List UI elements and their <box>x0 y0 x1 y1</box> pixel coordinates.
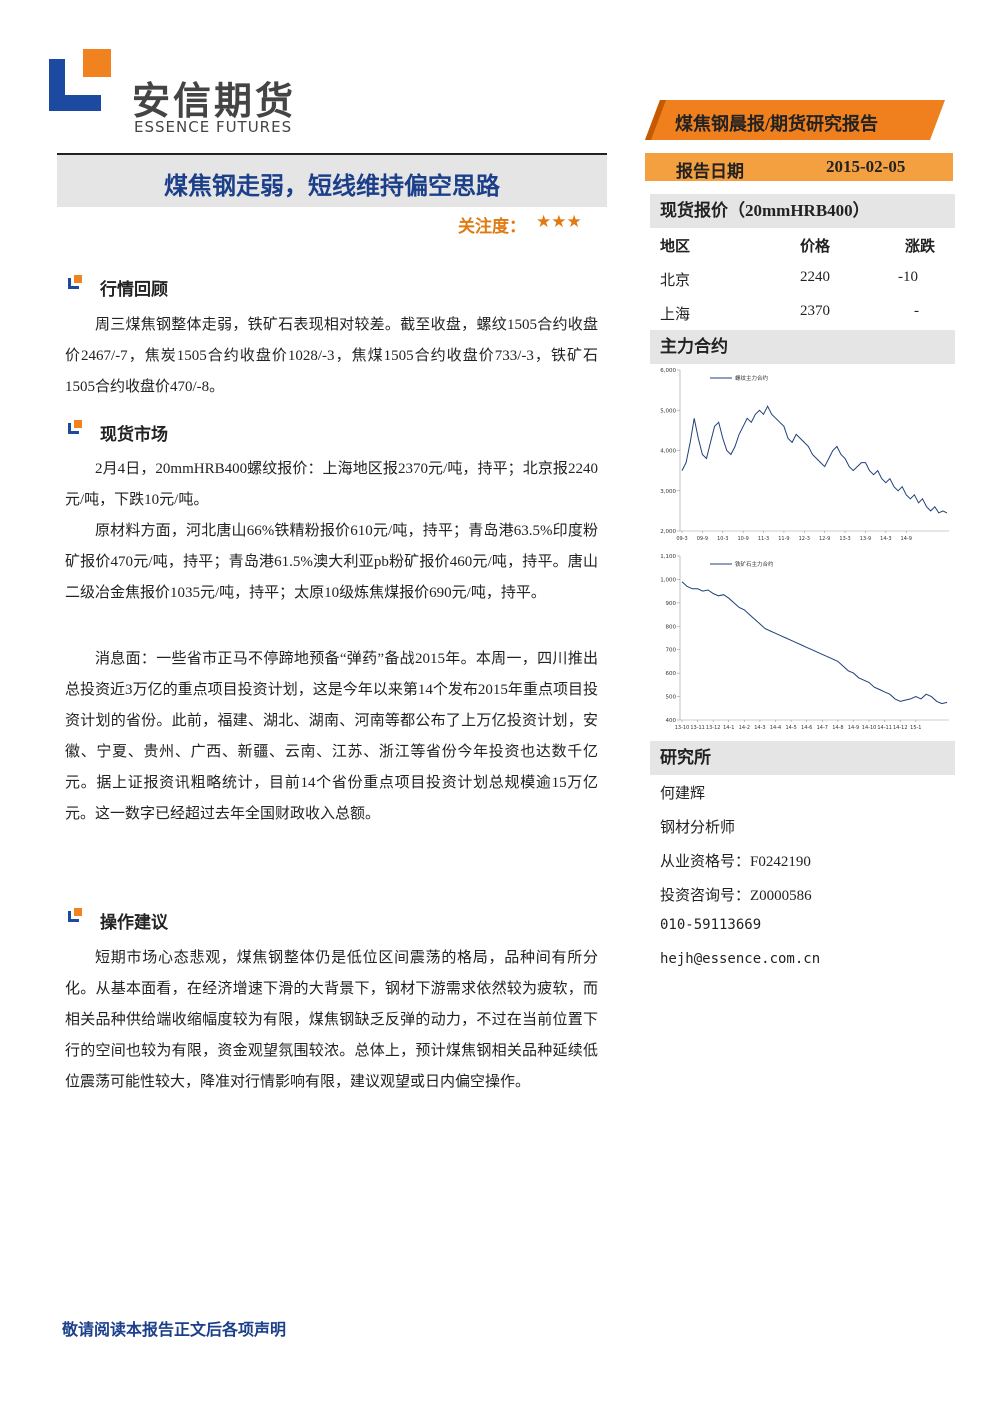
paragraph: 周三煤焦钢整体走弱，铁矿石表现相对较差。截至收盘，螺纹1505合约收盘价2467… <box>65 317 598 395</box>
contact-line: 投资咨询号：Z0000586 <box>660 888 812 904</box>
line <box>681 581 948 705</box>
contact-line: 从业资格号：F0242190 <box>660 854 811 870</box>
x-tick-label: 14-7 <box>817 725 828 731</box>
y-tick-label: 1,000 <box>660 577 676 583</box>
section-heading: 现货市场 <box>100 425 168 444</box>
x-tick-label: 15-1 <box>910 725 921 731</box>
x-tick-label: 11-9 <box>778 536 789 542</box>
section-icon <box>68 908 82 922</box>
y-tick-label: 4,000 <box>660 449 676 455</box>
paragraph: 2月4日，20mmHRB400螺纹报价：上海地区报2370元/吨，持平；北京报2… <box>65 461 598 508</box>
x-tick-label: 14-12 <box>893 725 908 731</box>
y-tick-label: 800 <box>666 624 677 630</box>
y-tick-label: 2,000 <box>660 529 676 535</box>
paragraph: 原材料方面，河北唐山66%铁精粉报价610元/吨，持平；青岛港63.5%印度粉矿… <box>65 523 598 601</box>
chart: 2,000 3,000 4,000 5,000 6,000 09-3 09-9 10-3 10-… <box>660 368 949 542</box>
logo-mark <box>49 49 111 111</box>
y-tick-label: 3,000 <box>660 489 676 495</box>
date-label: 报告日期 <box>676 162 744 181</box>
x-tick-label: 14-3 <box>880 536 891 542</box>
x-tick-label: 14-4 <box>770 725 781 731</box>
paragraph: 消息面：一些省市正马不停蹄地预备“弹药”备战2015年。本周一，四川推出总投资近… <box>65 651 598 822</box>
contact-line: 钢材分析师 <box>660 820 736 836</box>
x-tick-label: 14-10 <box>862 725 877 731</box>
table-cell: 2370 <box>800 303 830 319</box>
attention-stars: ★★★ <box>536 212 582 231</box>
x-tick-label: 13-3 <box>839 536 850 542</box>
y-tick-label: 5,000 <box>660 408 676 414</box>
x-tick-label: 14-9 <box>848 725 859 731</box>
x-tick-label: 11-3 <box>758 536 769 542</box>
banner <box>645 100 945 140</box>
report-type: 煤焦钢晨报/期货研究报告 <box>675 114 878 134</box>
x-tick-label: 14-6 <box>801 725 812 731</box>
x-tick-label: 14-9 <box>901 536 912 542</box>
x-tick-label: 09-9 <box>697 536 708 542</box>
section-heading: 行情回顾 <box>100 280 168 299</box>
paragraph: 短期市场心态悲观，煤焦钢整体仍是低位区间震荡的格局，品种间有所分化。从基本面看，… <box>65 950 598 1090</box>
y-tick-label: 600 <box>666 671 677 677</box>
x-tick-label: 13-12 <box>706 725 721 731</box>
y-tick-label: 500 <box>666 695 677 701</box>
x-tick-label: 13-9 <box>860 536 871 542</box>
x-tick-label: 14-2 <box>739 725 750 731</box>
table-header: 价格 <box>800 239 831 255</box>
table-cell: 上海 <box>660 307 691 323</box>
table-cell: -10 <box>898 269 918 285</box>
x-tick-label: 10-3 <box>717 536 728 542</box>
contact-line: 010-59113669 <box>660 917 762 933</box>
x-tick-label: 12-9 <box>819 536 830 542</box>
section-icon <box>68 275 82 289</box>
table-cell: - <box>914 303 919 319</box>
main-title: 煤焦钢走弱，短线维持偏空思路 <box>164 174 500 200</box>
x-tick-label: 14-3 <box>754 725 765 731</box>
chart: 400 500 600 700 800 900 1,000 1,100 13-10 13-11 13… <box>660 554 949 731</box>
table-header: 地区 <box>660 239 691 255</box>
section-heading: 操作建议 <box>100 913 168 932</box>
title-bar <box>57 153 607 207</box>
x-tick-label: 14-5 <box>785 725 796 731</box>
table-cell: 2240 <box>800 269 830 285</box>
sidebar-heading: 现货报价（20mmHRB400） <box>650 194 955 228</box>
x-tick-label: 14-8 <box>832 725 843 731</box>
contact-line: hejh@essence.com.cn <box>660 951 821 967</box>
section-icon <box>68 420 82 434</box>
footer: 敬请阅读本报告正文后各项声明 <box>62 1322 287 1339</box>
x-tick-label: 14-1 <box>723 725 734 731</box>
logo-cn: 安信期货 <box>132 79 297 123</box>
legend-label: 螺纹主力合约 <box>735 374 769 382</box>
x-tick-label: 10-9 <box>737 536 748 542</box>
y-tick-label: 700 <box>666 648 677 654</box>
table-header: 涨跌 <box>905 239 936 255</box>
x-tick-label: 14-11 <box>877 725 892 731</box>
y-tick-label: 400 <box>666 718 677 724</box>
sidebar-heading: 主力合约 <box>650 330 955 364</box>
attention-label: 关注度： <box>458 217 526 236</box>
date-bar <box>645 153 953 181</box>
x-tick-label: 13-11 <box>690 725 705 731</box>
contact-line: 何建辉 <box>660 786 706 802</box>
y-tick-label: 900 <box>666 601 677 607</box>
x-tick-label: 13-10 <box>675 725 690 731</box>
x-tick-label: 12-3 <box>799 536 810 542</box>
logo-en: ESSENCE FUTURES <box>134 118 293 136</box>
date: 2015-02-05 <box>826 157 906 176</box>
y-tick-label: 1,100 <box>660 554 676 560</box>
x-tick-label: 09-3 <box>676 536 687 542</box>
line <box>681 405 948 514</box>
y-tick-label: 6,000 <box>660 368 676 374</box>
sidebar-heading: 研究所 <box>650 741 955 775</box>
table-cell: 北京 <box>660 273 691 289</box>
legend-label: 铁矿石主力合约 <box>735 560 774 568</box>
